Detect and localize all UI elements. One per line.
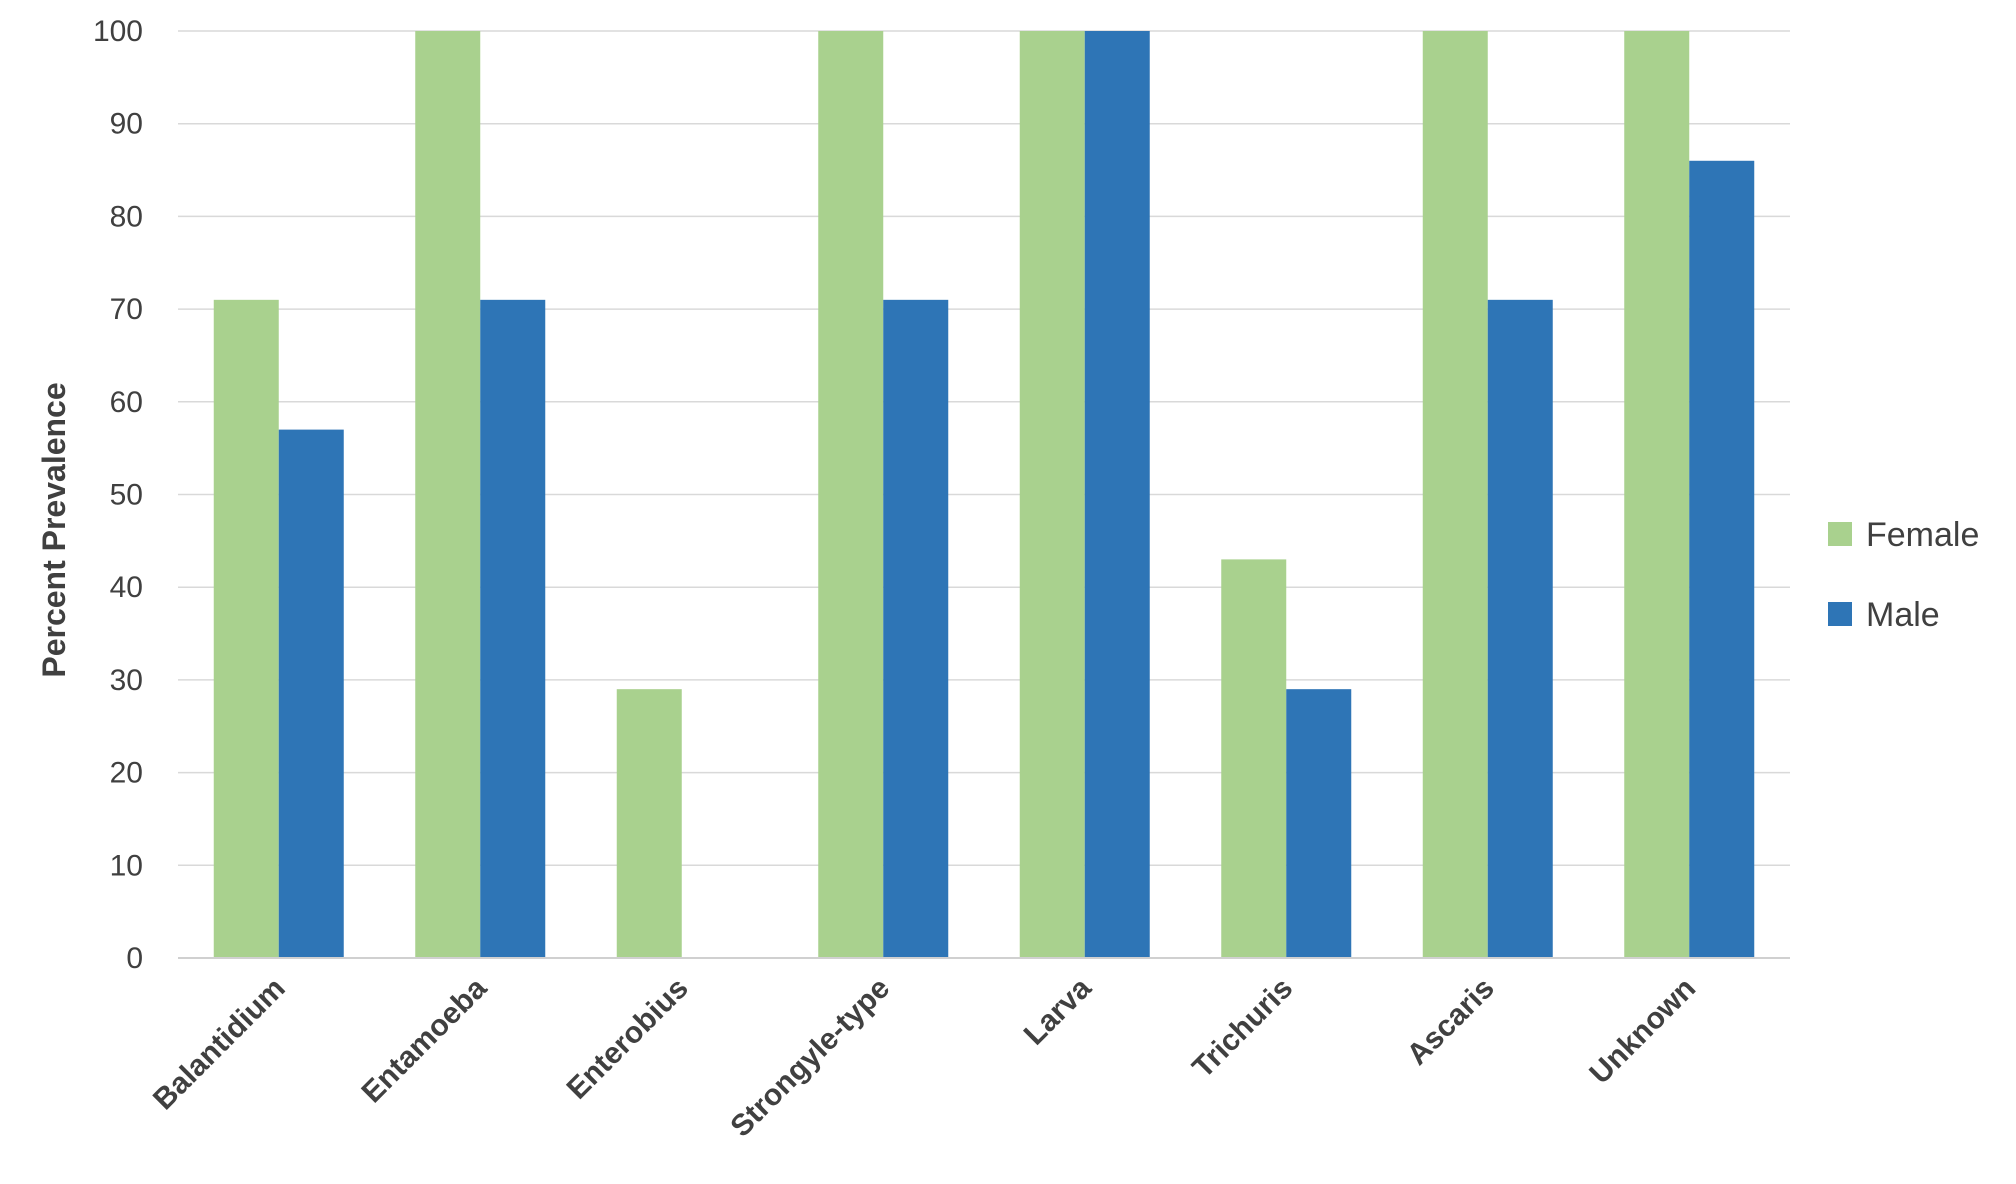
y-tick-label: 10 bbox=[110, 849, 143, 882]
y-tick-label: 30 bbox=[110, 664, 143, 697]
x-tick-label: Enterobius bbox=[561, 972, 695, 1106]
y-tick-label: 70 bbox=[110, 293, 143, 326]
legend-label-female: Female bbox=[1866, 516, 1979, 554]
y-tick-label: 50 bbox=[110, 479, 143, 512]
y-tick-label: 20 bbox=[110, 757, 143, 790]
legend: Female Male bbox=[1828, 516, 1979, 634]
bar-female-balantidium bbox=[213, 299, 279, 959]
bar-female-entamoeba bbox=[415, 31, 481, 958]
x-tick-label: Unknown bbox=[1583, 972, 1702, 1091]
legend-swatch-male bbox=[1828, 602, 1852, 626]
y-tick-label: 100 bbox=[93, 15, 143, 48]
bar-female-ascaris bbox=[1422, 31, 1488, 958]
bar-female-unknown bbox=[1624, 31, 1690, 958]
x-tick-label: Balantidium bbox=[147, 972, 292, 1117]
legend-label-male: Male bbox=[1866, 596, 1940, 634]
bar-female-larva bbox=[1019, 31, 1085, 958]
y-tick-label: 80 bbox=[110, 200, 143, 233]
x-tick-label: Entamoeba bbox=[356, 971, 494, 1109]
x-tick-labels: Balantidium Entamoeba Enterobius Strongyle-… bbox=[147, 971, 1702, 1143]
x-tick-label: Strongyle-type bbox=[724, 972, 896, 1144]
bar-male-trichuris bbox=[1286, 689, 1352, 958]
bars bbox=[213, 31, 1755, 959]
x-tick-label: Larva bbox=[1018, 971, 1098, 1051]
y-tick-label: 90 bbox=[110, 108, 143, 141]
bar-female-strongyle-type bbox=[818, 31, 884, 958]
y-tick-label: 60 bbox=[110, 386, 143, 419]
bar-male-balantidium bbox=[278, 429, 344, 958]
bar-male-strongyle-type bbox=[883, 299, 949, 959]
y-tick-labels: 0 10 20 30 40 50 60 70 80 90 100 bbox=[93, 15, 143, 975]
legend-swatch-female bbox=[1828, 522, 1852, 546]
bar-male-larva bbox=[1084, 31, 1150, 958]
bar-female-enterobius bbox=[616, 689, 682, 958]
bar-male-unknown bbox=[1689, 160, 1755, 958]
bar-male-entamoeba bbox=[480, 299, 546, 959]
bar-male-ascaris bbox=[1487, 299, 1553, 959]
y-tick-label: 40 bbox=[110, 571, 143, 604]
x-tick-label: Ascaris bbox=[1401, 972, 1501, 1072]
x-tick-label: Trichuris bbox=[1186, 972, 1299, 1085]
bar-female-trichuris bbox=[1221, 559, 1287, 958]
y-axis-title: Percent Prevalence bbox=[36, 382, 72, 677]
y-tick-label: 0 bbox=[126, 942, 143, 975]
